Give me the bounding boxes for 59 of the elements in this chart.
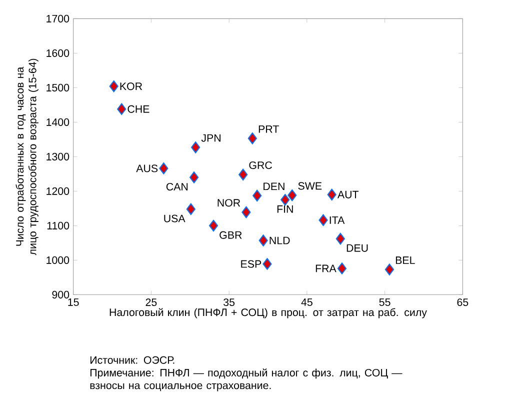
annotation: DEN	[264, 182, 284, 190]
annotation: FRA	[316, 264, 336, 272]
annotation: GRC	[249, 161, 272, 170]
x-tick-label: 25	[146, 298, 157, 306]
point	[238, 168, 248, 180]
point	[159, 162, 168, 174]
x-tick-label: 35	[224, 298, 235, 306]
y-axis-title: Число отработанных в год часов на лицо трудоспособного возраста (15-64)	[16, 58, 38, 256]
text: Источник: ОЭСР.	[90, 356, 174, 364]
annotation: NOR	[218, 199, 240, 207]
point	[248, 132, 257, 144]
annotation: GBR	[220, 231, 242, 239]
point	[208, 220, 218, 232]
annotation: CHE	[128, 105, 150, 113]
point	[189, 172, 199, 184]
x-axis-title: Налоговый клин (ПНФЛ + СОЦ) в проц. от затрат на раб. силу	[110, 308, 427, 318]
point	[288, 189, 297, 202]
annotation: PRT	[258, 125, 279, 133]
annotation: AUS	[136, 164, 158, 172]
point	[280, 194, 290, 206]
point	[318, 214, 328, 226]
point	[262, 258, 272, 270]
x-tick-label: 45	[301, 298, 312, 306]
y-tick-label: 1200	[46, 187, 70, 195]
point	[252, 190, 262, 202]
point	[258, 234, 268, 246]
y-tick-label: 1400	[46, 118, 70, 126]
point	[186, 203, 196, 215]
point	[242, 206, 251, 218]
annotation: CAN	[166, 182, 188, 191]
annotation: JPN	[201, 134, 220, 142]
y-tick-label: 1300	[46, 152, 70, 160]
annotation: DEU	[346, 244, 368, 252]
y-tick-label: 1600	[46, 49, 70, 57]
annotation: FIN	[277, 205, 293, 213]
text: Примечание: ПНФЛ — подоходный налог с физ. лиц, СОЦ — взносы на социальное страхование.	[90, 368, 402, 392]
point	[117, 103, 126, 115]
y-tick-label: 1100	[47, 222, 70, 230]
annotation: AUT	[337, 190, 359, 198]
point	[384, 264, 394, 276]
point	[327, 188, 336, 200]
y-tick-label: 900	[52, 290, 70, 298]
y-tick-label: 1700	[46, 14, 70, 22]
y-tick-label: 1500	[46, 84, 70, 92]
point	[191, 141, 200, 154]
annotation: USA	[164, 214, 186, 222]
annotation: KOR	[120, 82, 142, 90]
x-tick-label: 65	[457, 298, 468, 306]
point	[336, 232, 345, 245]
annotation: ESP	[241, 260, 262, 268]
annotation: NLD	[270, 236, 290, 244]
annotation: ITA	[330, 216, 345, 224]
x-tick-label: 15	[68, 298, 79, 306]
annotation: SWE	[298, 182, 322, 190]
point	[109, 80, 118, 92]
y-tick-label: 1000	[46, 256, 70, 264]
annotation: BEL	[396, 256, 415, 264]
x-tick-label: 55	[379, 298, 390, 306]
point	[337, 262, 347, 274]
